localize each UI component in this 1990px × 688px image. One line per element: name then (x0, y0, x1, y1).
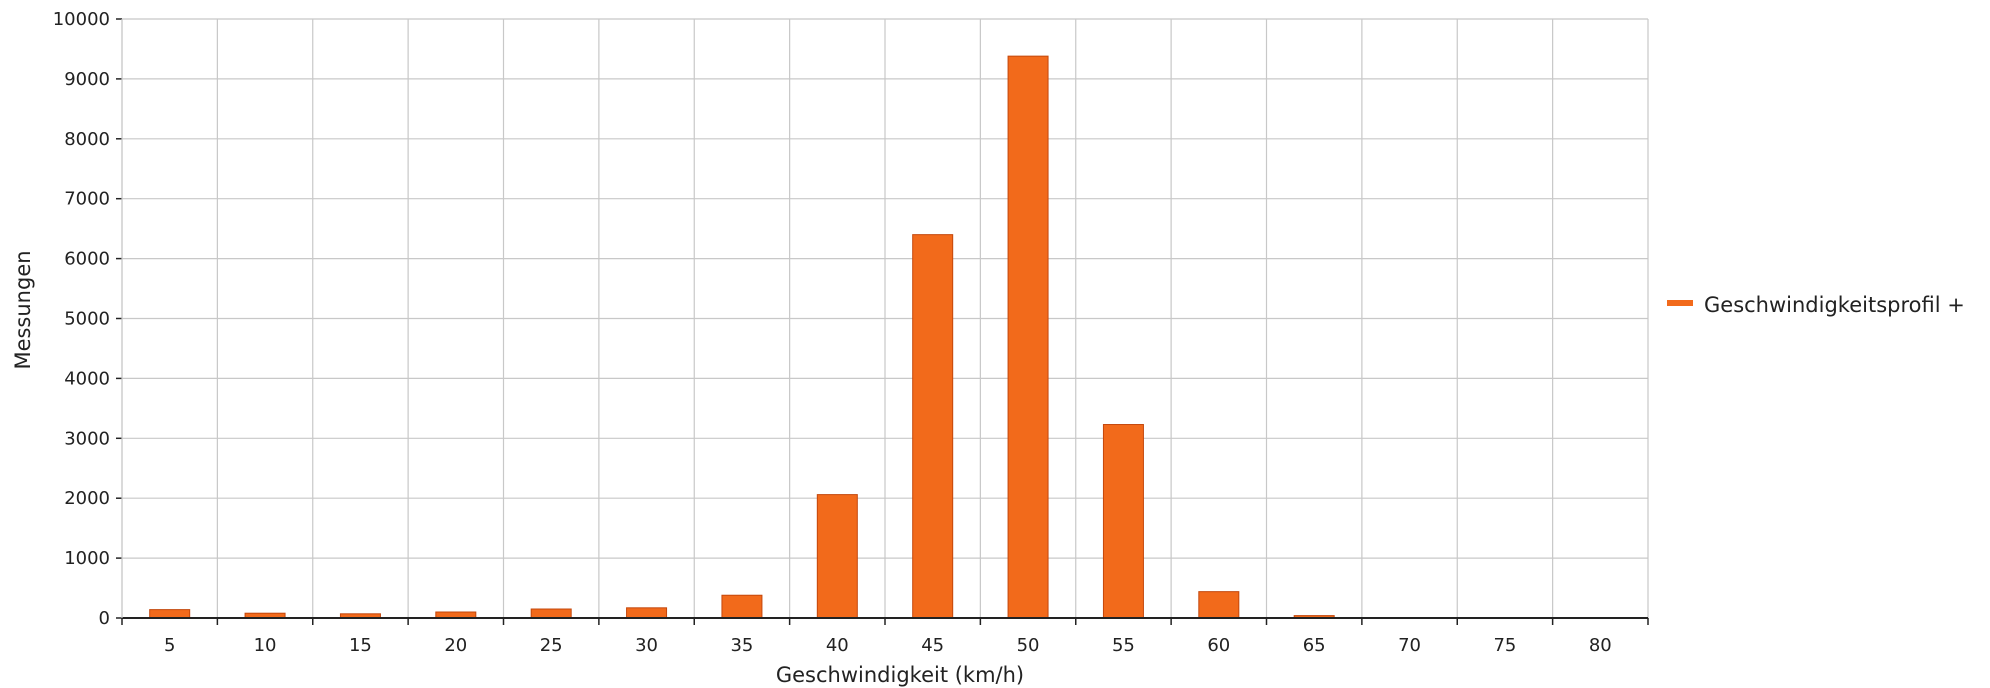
y-tick-label: 5000 (64, 309, 110, 330)
bar-5 (149, 609, 191, 619)
y-tick-label: 8000 (64, 129, 110, 150)
y-tick-labels: 0 1000 2000 3000 4000 5000 6000 7000 8000 9000 100… (53, 9, 110, 629)
y-tick-label: 0 (99, 608, 110, 629)
y-tick-label: 3000 (64, 428, 110, 449)
y-tick-label: 4000 (64, 368, 110, 389)
bar-50 (1007, 55, 1049, 619)
x-tick-label: 80 (1589, 635, 1612, 656)
y-tick-label: 6000 (64, 249, 110, 270)
bar-45 (912, 234, 954, 619)
y-tick-label: 10000 (53, 9, 110, 30)
x-tick-label: 55 (1112, 635, 1135, 656)
grid-lines (121, 18, 1649, 619)
x-tick-label: 45 (921, 635, 944, 656)
bar-series (149, 55, 1335, 619)
y-axis-title: Messungen (11, 250, 35, 369)
bar-55 (1102, 424, 1144, 619)
y-tick-label: 7000 (64, 189, 110, 210)
legend-swatch (1667, 300, 1693, 306)
x-tick-label: 70 (1398, 635, 1421, 656)
bar-40 (816, 494, 858, 619)
x-tick-label: 20 (444, 635, 467, 656)
x-tick-label: 5 (164, 635, 175, 656)
x-tick-label: 40 (826, 635, 849, 656)
bar-35 (721, 594, 763, 619)
axes (116, 18, 1649, 625)
x-tick-labels: 5 10 15 20 25 30 35 40 45 50 55 60 65 70 75 80 (164, 635, 1612, 656)
x-tick-label: 35 (730, 635, 753, 656)
x-tick-label: 25 (540, 635, 563, 656)
x-axis-title: Geschwindigkeit (km/h) (776, 663, 1024, 687)
x-tick-label: 15 (349, 635, 372, 656)
legend: Geschwindigkeitsprofil + (1667, 293, 1965, 317)
x-tick-label: 50 (1017, 635, 1040, 656)
legend-label: Geschwindigkeitsprofil + (1704, 293, 1965, 317)
bar-30 (626, 607, 668, 619)
bar-60 (1198, 591, 1240, 619)
y-tick-label: 9000 (64, 69, 110, 90)
x-tick-label: 10 (254, 635, 277, 656)
bar-25 (530, 608, 572, 619)
y-tick-label: 1000 (64, 548, 110, 569)
y-tick-label: 2000 (64, 488, 110, 509)
x-tick-label: 75 (1493, 635, 1516, 656)
x-tick-label: 65 (1303, 635, 1326, 656)
x-tick-label: 30 (635, 635, 658, 656)
x-tick-label: 60 (1207, 635, 1230, 656)
